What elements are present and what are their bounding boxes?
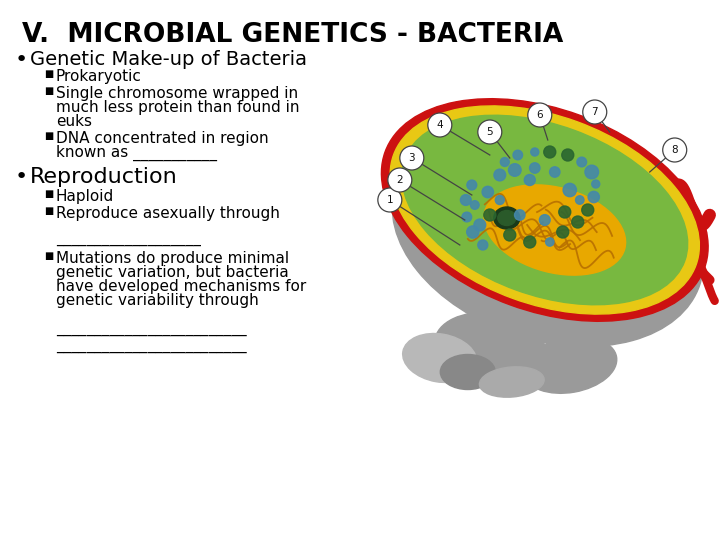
Ellipse shape	[392, 124, 703, 347]
Circle shape	[544, 146, 556, 158]
Circle shape	[467, 226, 479, 238]
Circle shape	[662, 138, 687, 162]
Text: euks: euks	[56, 114, 92, 129]
Text: Mutations do produce minimal: Mutations do produce minimal	[56, 251, 289, 266]
Text: DNA concentrated in region: DNA concentrated in region	[56, 131, 269, 146]
Ellipse shape	[523, 336, 617, 393]
Text: Genetic Make-up of Bacteria: Genetic Make-up of Bacteria	[30, 50, 307, 69]
Circle shape	[467, 180, 477, 190]
Text: Prokaryotic: Prokaryotic	[56, 69, 142, 84]
Circle shape	[474, 219, 486, 231]
Text: 3: 3	[408, 153, 415, 163]
Text: Reproduce asexually through: Reproduce asexually through	[56, 206, 280, 221]
Circle shape	[388, 168, 412, 192]
Text: 8: 8	[672, 145, 678, 155]
Circle shape	[524, 174, 535, 186]
Text: have developed mechanisms for: have developed mechanisms for	[56, 279, 306, 294]
Text: •: •	[15, 167, 28, 187]
Circle shape	[582, 100, 607, 124]
Circle shape	[500, 158, 509, 166]
Circle shape	[562, 149, 574, 161]
Text: _________________________: _________________________	[56, 321, 247, 336]
Text: ■: ■	[44, 189, 53, 199]
Text: 1: 1	[387, 195, 393, 205]
Circle shape	[495, 195, 504, 205]
Text: ___________________: ___________________	[56, 231, 201, 246]
Ellipse shape	[402, 334, 477, 382]
Circle shape	[563, 183, 577, 197]
Circle shape	[494, 169, 505, 181]
Circle shape	[572, 216, 584, 228]
Circle shape	[462, 212, 472, 222]
Text: ■: ■	[44, 206, 53, 216]
Circle shape	[592, 180, 600, 188]
Text: ■: ■	[44, 131, 53, 141]
Ellipse shape	[480, 367, 544, 397]
Circle shape	[577, 157, 587, 167]
Circle shape	[508, 164, 521, 176]
Circle shape	[378, 188, 402, 212]
Text: ■: ■	[44, 69, 53, 79]
Ellipse shape	[484, 185, 626, 275]
Circle shape	[400, 146, 424, 170]
Circle shape	[515, 210, 525, 220]
Circle shape	[470, 201, 479, 210]
Text: 7: 7	[591, 107, 598, 117]
Text: •: •	[15, 50, 28, 70]
Ellipse shape	[498, 211, 516, 226]
Circle shape	[428, 113, 452, 137]
Ellipse shape	[402, 115, 688, 305]
Circle shape	[539, 214, 550, 225]
Circle shape	[513, 150, 523, 160]
Text: 6: 6	[536, 110, 543, 120]
Text: _________________________: _________________________	[56, 338, 247, 353]
Circle shape	[588, 191, 600, 202]
Circle shape	[478, 120, 502, 144]
Text: 4: 4	[436, 120, 443, 130]
Text: 2: 2	[397, 175, 403, 185]
Circle shape	[460, 194, 471, 205]
Circle shape	[585, 165, 598, 179]
Circle shape	[575, 195, 584, 204]
Circle shape	[549, 167, 560, 177]
Circle shape	[529, 163, 540, 173]
Circle shape	[482, 186, 493, 198]
Circle shape	[528, 103, 552, 127]
Text: Reproduction: Reproduction	[30, 167, 178, 187]
Circle shape	[559, 206, 571, 218]
Ellipse shape	[441, 354, 495, 389]
Text: Haploid: Haploid	[56, 189, 114, 204]
Text: ■: ■	[44, 251, 53, 261]
Ellipse shape	[494, 207, 520, 229]
Ellipse shape	[382, 99, 708, 321]
Circle shape	[504, 229, 516, 241]
Text: ■: ■	[44, 86, 53, 96]
Text: Single chromosome wrapped in: Single chromosome wrapped in	[56, 86, 298, 101]
Ellipse shape	[390, 106, 699, 314]
Text: known as ___________: known as ___________	[56, 145, 217, 161]
Text: genetic variability through: genetic variability through	[56, 293, 258, 308]
Ellipse shape	[435, 312, 544, 377]
Text: V.  MICROBIAL GENETICS - BACTERIA: V. MICROBIAL GENETICS - BACTERIA	[22, 22, 563, 48]
Circle shape	[557, 226, 569, 238]
Circle shape	[531, 148, 539, 156]
Text: much less protein than found in: much less protein than found in	[56, 100, 300, 115]
Circle shape	[478, 240, 488, 250]
Text: 5: 5	[487, 127, 493, 137]
Circle shape	[582, 204, 594, 216]
Text: genetic variation, but bacteria: genetic variation, but bacteria	[56, 265, 289, 280]
Circle shape	[546, 238, 554, 246]
Circle shape	[484, 209, 496, 221]
Circle shape	[523, 236, 536, 248]
